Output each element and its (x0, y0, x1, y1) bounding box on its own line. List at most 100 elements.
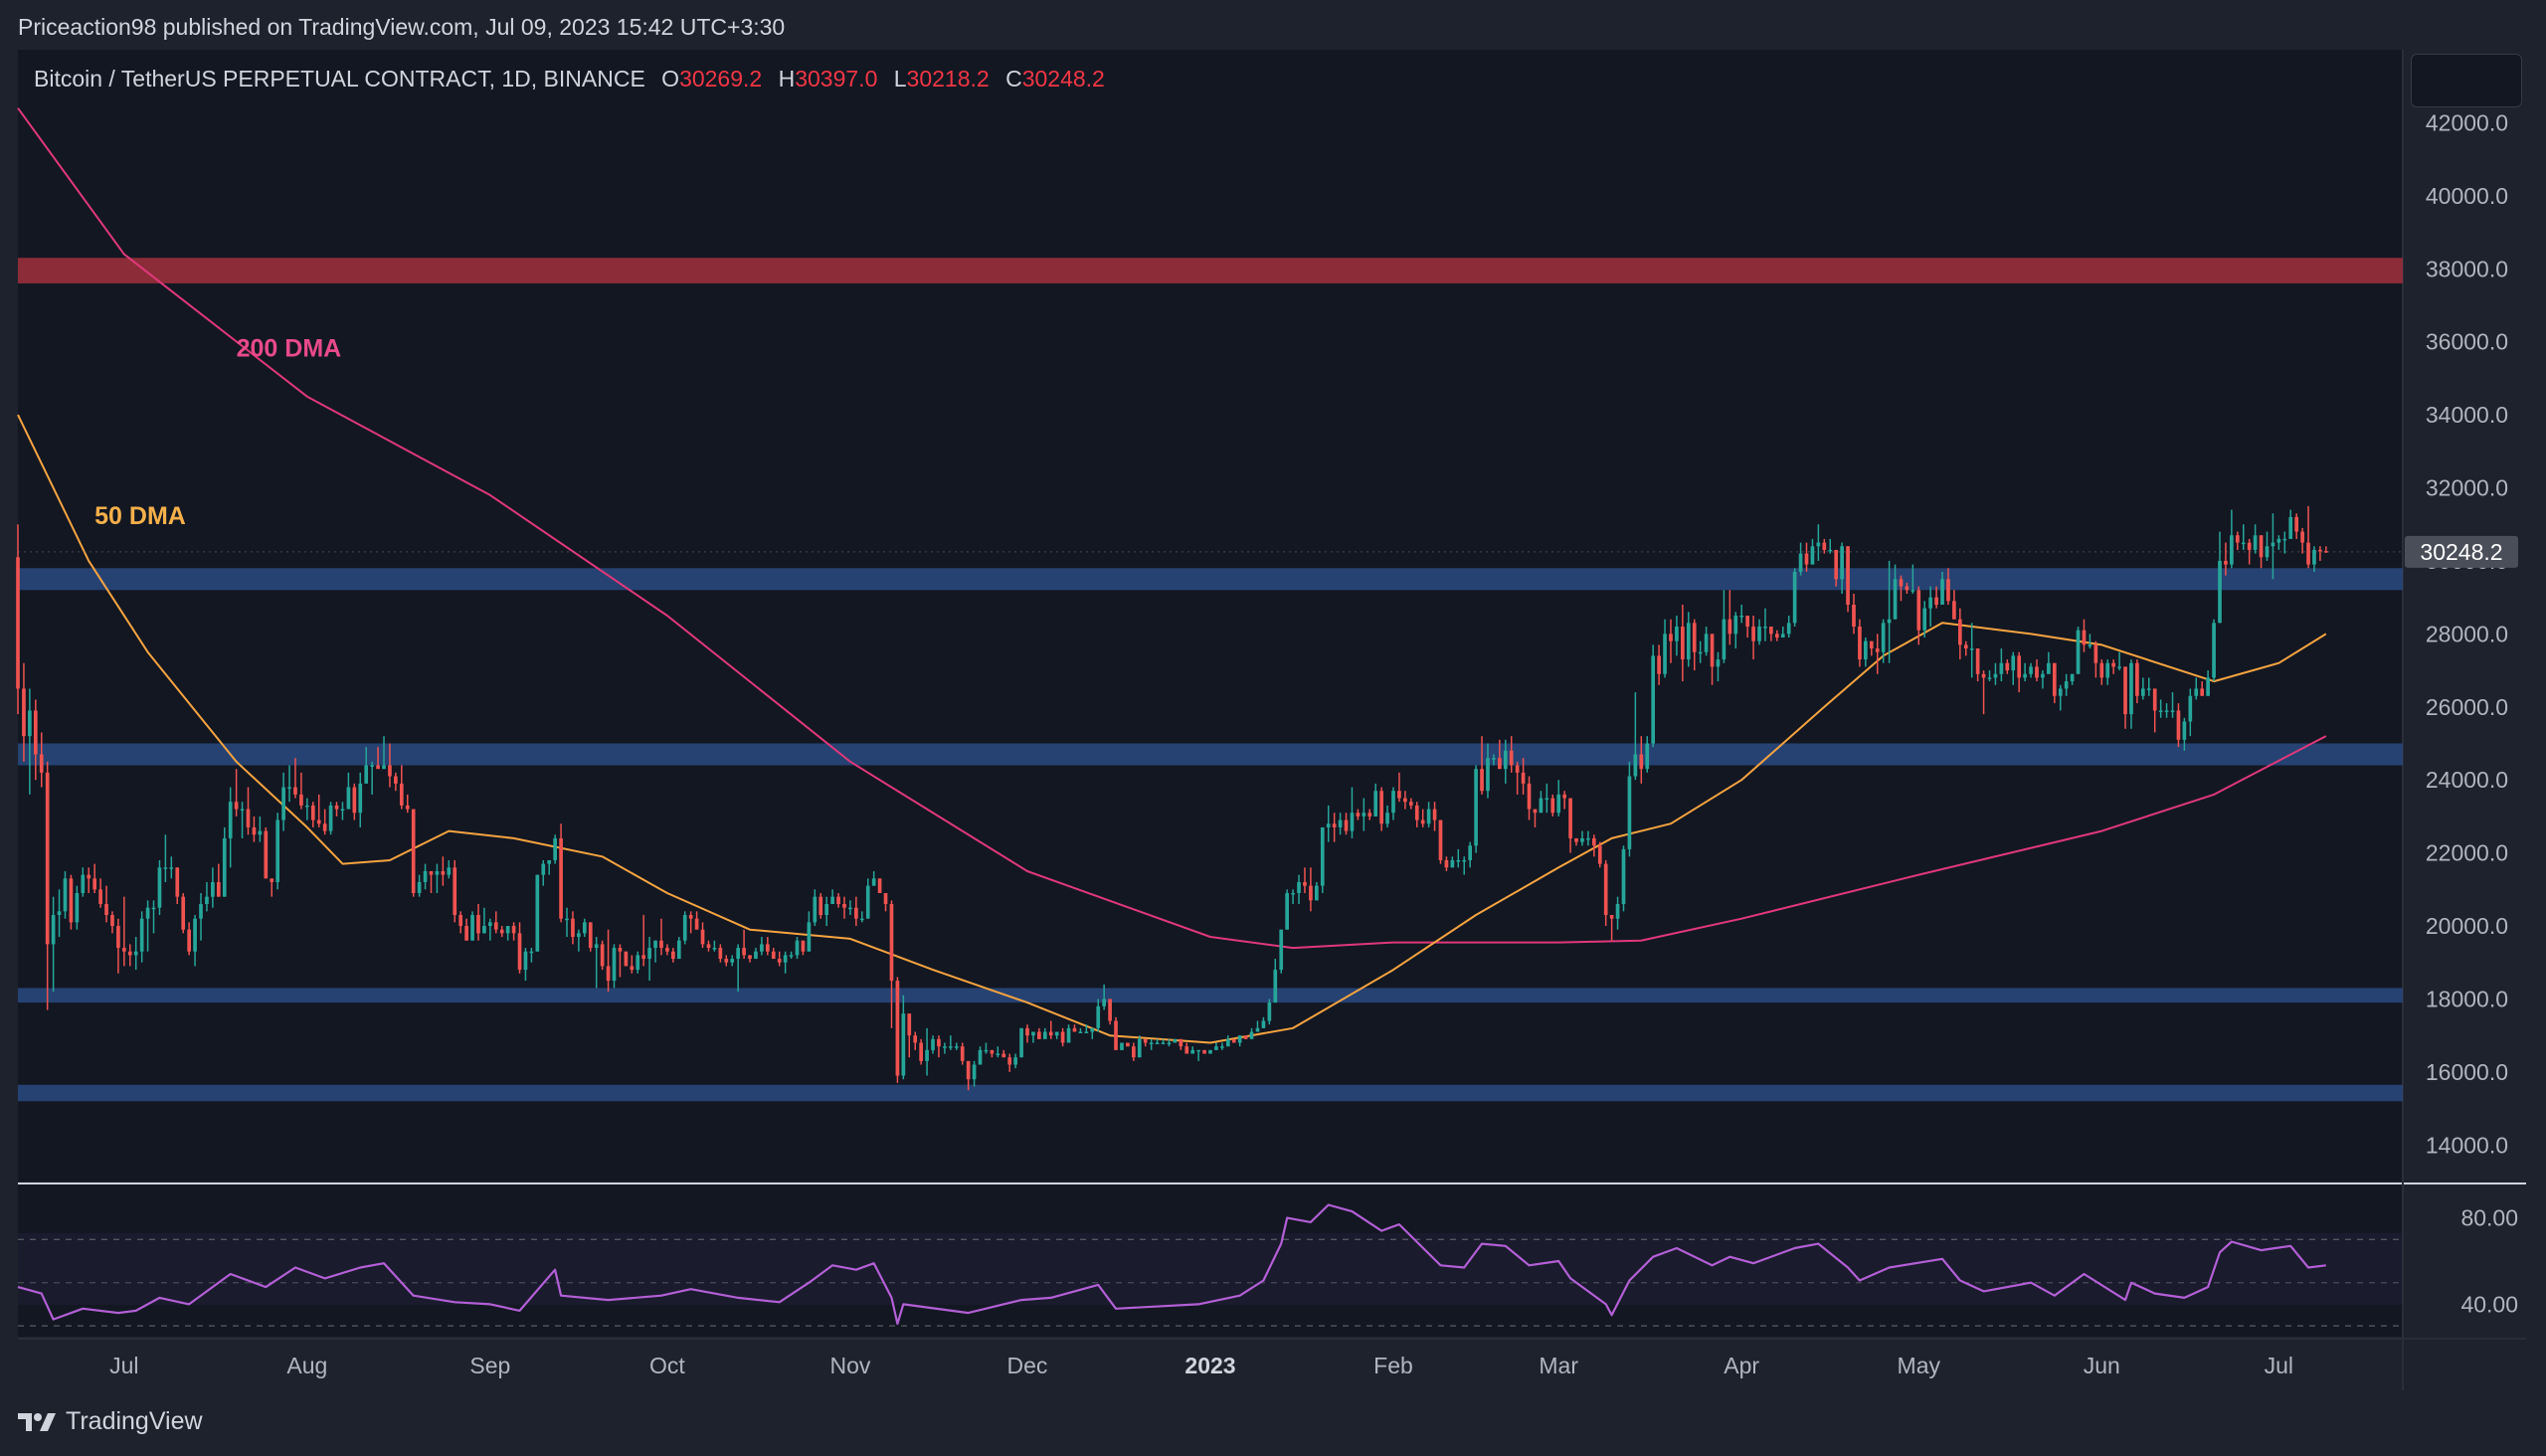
candle-body (2146, 688, 2151, 690)
candle-body (1828, 549, 1833, 552)
candle (1609, 915, 1614, 941)
candle-body (1367, 813, 1372, 817)
candle-body (877, 878, 882, 893)
candle (228, 787, 233, 868)
candle (877, 878, 882, 893)
candle (937, 1035, 941, 1058)
symbol-title[interactable]: Bitcoin / TetherUS PERPETUAL CONTRACT, 1… (34, 66, 645, 91)
candle-body (1084, 1031, 1089, 1033)
candle (258, 816, 263, 842)
candle-body (169, 867, 174, 869)
candle (1474, 765, 1478, 853)
candle-body (1639, 754, 1644, 770)
candle-body (1881, 623, 1886, 652)
candle-body (2029, 666, 2033, 674)
time-tick-label: Jul (109, 1353, 138, 1378)
candle-body (1320, 826, 1325, 886)
brand-label: TradingView (66, 1407, 203, 1435)
candle-body (1686, 623, 1691, 660)
candle-body (340, 809, 345, 812)
candle-body (2282, 538, 2287, 541)
close-label: C (1005, 66, 1022, 91)
price-tick-label: 26000.0 (2426, 694, 2508, 720)
time-tick-label: Apr (1724, 1353, 1759, 1378)
candle-body (1869, 640, 1874, 649)
candle (1450, 856, 1455, 868)
candle-body (1202, 1049, 1206, 1054)
candle-body (1048, 1031, 1053, 1036)
candle-body (470, 915, 474, 941)
candle (2158, 699, 2163, 718)
candle-body (1042, 1031, 1047, 1039)
candle (1208, 1049, 1212, 1054)
candle-body (1822, 542, 1827, 550)
candle (211, 867, 215, 908)
candle-body (1952, 601, 1956, 620)
candle (388, 743, 392, 788)
candle-body (2294, 516, 2298, 532)
candle (2235, 531, 2240, 550)
candle-body (33, 710, 38, 755)
candle (688, 911, 693, 934)
candle-body (116, 926, 120, 949)
candle-body (1763, 627, 1767, 629)
candle (1899, 575, 1904, 602)
candle (1084, 1024, 1089, 1033)
candle (1556, 780, 1561, 817)
candle-body (1999, 662, 2004, 674)
candle (2265, 531, 2270, 561)
candle-body (1350, 813, 1355, 831)
candle-body (1114, 1020, 1118, 1050)
candle-body (216, 881, 221, 897)
candle-body (1231, 1038, 1236, 1043)
candle (1303, 867, 1307, 893)
candle-body (1751, 627, 1755, 641)
candle-body (925, 1049, 929, 1061)
annotations: 200 DMA 50 DMA (94, 334, 341, 530)
candle (1078, 1027, 1083, 1033)
candle (836, 892, 840, 908)
candle (641, 915, 646, 967)
settings-box[interactable] (2411, 54, 2522, 107)
candle-body (818, 896, 823, 916)
candle (334, 802, 339, 817)
candle-body (305, 805, 309, 808)
candle (1403, 791, 1407, 810)
candle-body (2318, 549, 2322, 552)
candle-body (984, 1049, 989, 1052)
candle (2058, 684, 2063, 711)
support-zone (18, 1084, 2403, 1102)
candle (1102, 984, 1106, 1010)
tradingview-brand[interactable]: TradingView (18, 1407, 203, 1436)
candle (16, 524, 20, 715)
candle (2288, 509, 2293, 539)
candle-body (2194, 688, 2199, 696)
candle-body (1597, 845, 1602, 864)
candle-body (1663, 634, 1667, 674)
candle-body (1987, 677, 1992, 679)
candle (529, 948, 534, 963)
candle-body (39, 754, 44, 773)
candle-body (1675, 627, 1679, 641)
candle (1420, 809, 1425, 827)
candle-body (730, 959, 735, 963)
candle (1054, 1031, 1059, 1039)
candle-body (859, 918, 864, 921)
candle (1539, 791, 1544, 814)
candle (1633, 692, 1638, 781)
dma200-label: 200 DMA (237, 334, 342, 362)
candle (824, 896, 829, 927)
candle (1675, 616, 1679, 656)
last-price-label: 30248.2 (2420, 539, 2502, 565)
candle (1137, 1035, 1142, 1058)
candle (2259, 535, 2264, 569)
candle (1591, 834, 1596, 857)
candle-body (104, 904, 108, 916)
candles (16, 505, 2328, 1091)
candle (175, 867, 180, 905)
candle (706, 940, 711, 952)
candle-body (1603, 863, 1608, 916)
candle-body (760, 944, 764, 952)
candle (2276, 535, 2281, 550)
candle (1486, 743, 1490, 799)
